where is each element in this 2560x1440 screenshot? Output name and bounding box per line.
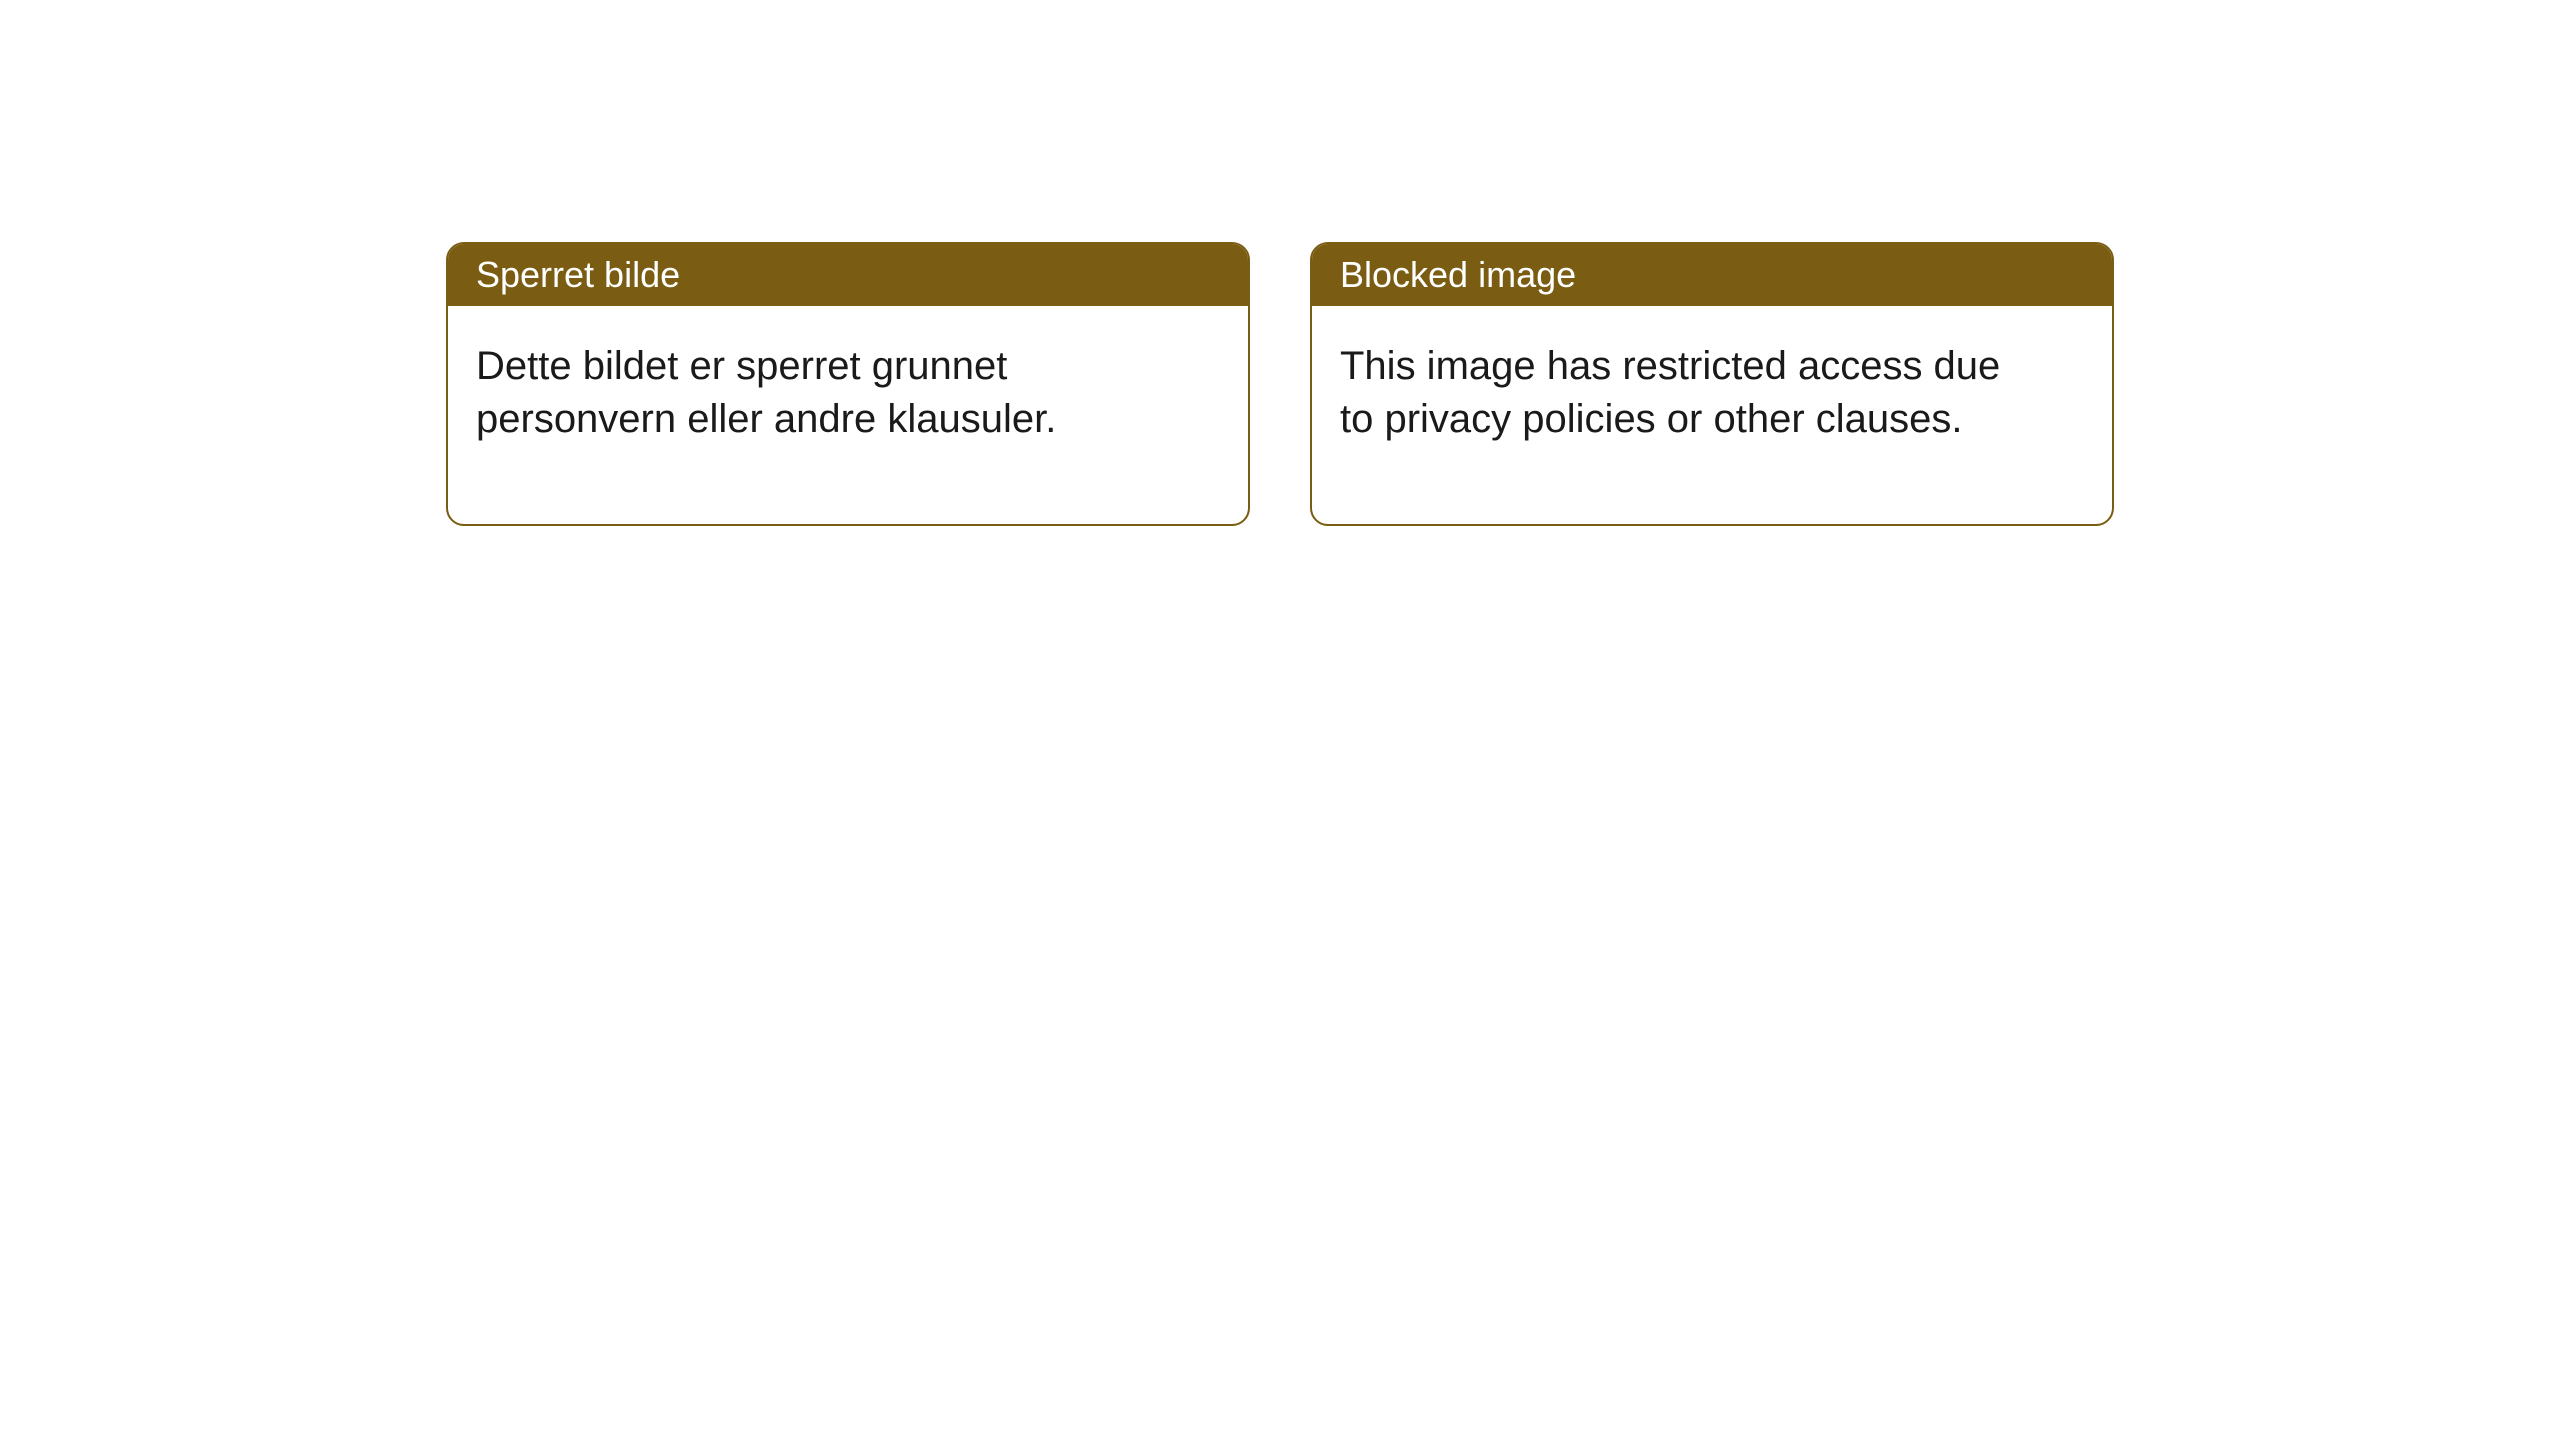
notice-header: Sperret bilde xyxy=(448,244,1248,306)
notice-text: Dette bildet er sperret grunnet personve… xyxy=(476,344,1056,441)
notice-card-norwegian: Sperret bilde Dette bildet er sperret gr… xyxy=(446,242,1250,526)
notice-title: Sperret bilde xyxy=(476,254,680,295)
notice-header: Blocked image xyxy=(1312,244,2112,306)
notice-body: This image has restricted access due to … xyxy=(1312,306,2042,524)
notice-body: Dette bildet er sperret grunnet personve… xyxy=(448,306,1178,524)
notice-container: Sperret bilde Dette bildet er sperret gr… xyxy=(446,242,2114,526)
notice-card-english: Blocked image This image has restricted … xyxy=(1310,242,2114,526)
notice-text: This image has restricted access due to … xyxy=(1340,344,2000,441)
notice-title: Blocked image xyxy=(1340,254,1576,295)
